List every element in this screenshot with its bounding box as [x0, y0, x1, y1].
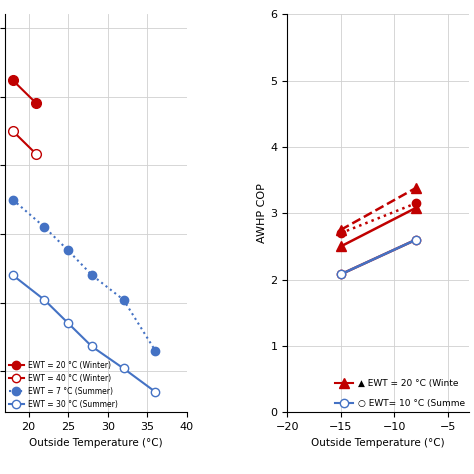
X-axis label: Outside Temperature (°C): Outside Temperature (°C) — [311, 438, 445, 447]
Legend: EWT = 20 °C (Winter), EWT = 40 °C (Winter), EWT = 7 °C (Summer), EWT = 30 °C (Su: EWT = 20 °C (Winter), EWT = 40 °C (Winte… — [9, 361, 118, 409]
Legend: ▲ EWT = 20 °C (Winte, ○ EWT= 10 °C (Summe: ▲ EWT = 20 °C (Winte, ○ EWT= 10 °C (Summ… — [335, 379, 465, 408]
Y-axis label: AWHP COP: AWHP COP — [257, 183, 267, 243]
X-axis label: Outside Temperature (°C): Outside Temperature (°C) — [29, 438, 163, 447]
